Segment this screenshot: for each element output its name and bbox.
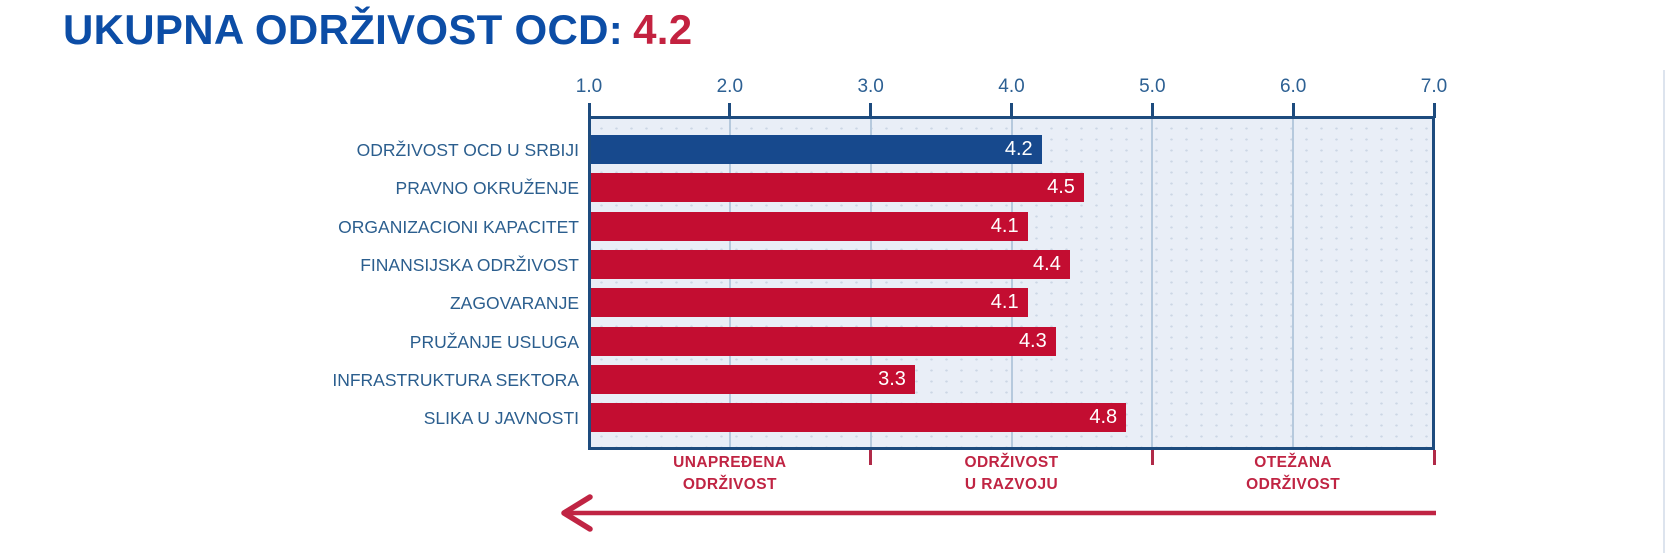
category-label: FINANSIJSKA ODRŽIVOST [360,254,579,275]
category-label: INFRASTRUKTURA SEKTORA [332,369,579,390]
axis-tick-label: 1.0 [575,76,603,97]
axis-tick-mark [587,103,591,118]
category-label: ORGANIZACIONI KAPACITET [338,216,579,237]
axis-tick-mark [1150,103,1154,118]
bar-value-label: 3.3 [878,367,906,390]
zone-label: ODRŽIVOST U RAZVOJU [964,452,1058,496]
gridline [1292,117,1295,449]
title-score: 4.2 [633,6,693,53]
plot-area: 4.2 4.5 4.1 4.4 4.1 4.3 3.3 4.8 [589,117,1434,449]
axis-tick-mark [728,103,732,118]
zone-label-line2: ODRŽIVOST [1246,476,1341,493]
zone-label-line1: UNAPREĐENA [673,454,787,471]
bar-dimension: 4.3 [591,326,1056,356]
zone-boundary-tick [1150,450,1154,465]
category-label: ODRŽIVOST OCD U SRBIJI [356,140,579,160]
category-label: PRAVNO OKRUŽENJE [395,178,579,199]
bar-value-label: 4.8 [1089,406,1118,429]
axis-tick-label: 4.0 [998,76,1025,97]
category-label: PRUŽANJE USLUGA [409,331,579,352]
title-text: UKUPNA ODRŽIVOST OCD: [63,6,624,53]
axis-tick-label: 2.0 [716,76,744,97]
zone-boundary-tick [1432,450,1436,465]
gridline [1010,117,1013,449]
bar-value-label: 4.1 [990,291,1019,314]
category-label: SLIKA U JAVNOSTI [423,408,579,429]
zone-label-line2: ODRŽIVOST [682,476,777,493]
gridline [1151,117,1154,449]
zone-label-line1: OTEŽANA [1254,454,1333,471]
page-title: UKUPNA ODRŽIVOST OCD: 4.2 [63,6,692,54]
bar-dimension: 4.8 [591,403,1127,433]
axis-tick-mark [1291,103,1295,118]
zone-label: UNAPREĐENA ODRŽIVOST [673,452,786,496]
bar-value-label: 4.3 [1018,329,1047,352]
bar-dimension: 4.1 [591,211,1028,241]
zone-label: OTEŽANA ODRŽIVOST [1246,452,1340,496]
bar-overall: 4.2 [591,135,1042,164]
bar-dimension: 4.5 [591,173,1084,203]
bar-dimension: 4.1 [591,288,1028,318]
axis-tick-mark [869,103,873,118]
bar-value-label: 4.5 [1047,176,1075,199]
zone-label-line1: ODRŽIVOST [964,454,1059,471]
bar-dimension: 4.4 [591,249,1070,279]
bar-dimension: 3.3 [591,364,915,394]
gridline [869,117,872,449]
axis-tick-label: 7.0 [1420,76,1448,97]
axis-tick-label: 5.0 [1139,76,1166,97]
axis-tick-label: 3.0 [857,76,884,97]
bar-value-label: 4.4 [1033,252,1061,275]
left-arrow-icon [561,494,1436,532]
page-edge-divider [1663,70,1665,553]
bar-value-label: 4.1 [990,214,1019,237]
zone-label-line2: U RAZVOJU [964,476,1059,493]
zone-boundary-tick [869,450,873,465]
bar-value-label: 4.2 [1004,138,1033,160]
axis-tick-mark [1010,103,1013,118]
category-label: ZAGOVARANJE [449,293,579,314]
axis-tick-label: 6.0 [1279,76,1307,97]
gridline [728,117,731,449]
axis-tick-mark [1432,103,1436,118]
